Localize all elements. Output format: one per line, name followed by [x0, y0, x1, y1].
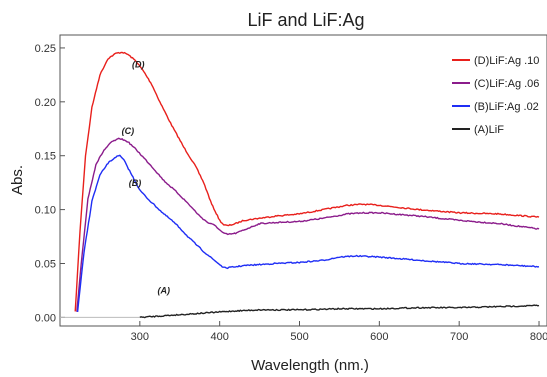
series-annotation: (A) — [158, 286, 171, 296]
y-tick-label: 0.05 — [35, 258, 56, 270]
x-tick-label: 400 — [210, 331, 228, 343]
series-line-1 — [76, 137, 540, 312]
x-tick-label: 600 — [370, 331, 388, 343]
x-tick-label: 800 — [530, 331, 547, 343]
y-tick-label: 0.20 — [35, 97, 56, 109]
legend-entry-label: (C)LiF:Ag .06 — [474, 78, 539, 90]
x-tick-label: 300 — [131, 331, 149, 343]
series-line-2 — [76, 154, 540, 312]
y-tick-label: 0.00 — [35, 312, 56, 324]
axis-ticks: 300 400 500 600 700 800 0.00 0.05 0.10 0.15 0.20 0.… — [35, 43, 547, 343]
y-axis-label: Abs. — [9, 165, 26, 195]
legend: (D)LiF:Ag .10 (C)LiF:Ag .06 (B)LiF:Ag .02 (… — [452, 55, 539, 136]
series-annotation: (C) — [122, 126, 135, 136]
plot-frame — [59, 34, 547, 327]
series-line-3 — [139, 304, 540, 319]
legend-entry-label: (A)LiF — [474, 124, 504, 136]
series-lines — [74, 51, 540, 319]
x-tick-label: 700 — [450, 331, 468, 343]
series-annotation: (D) — [132, 59, 145, 69]
x-axis-label: Wavelength (nm.) — [251, 357, 369, 374]
series-line-0 — [74, 51, 540, 312]
y-tick-label: 0.15 — [35, 151, 56, 163]
series-annotation: (B) — [129, 178, 142, 188]
chart-title: LiF and LiF:Ag — [247, 10, 364, 30]
series-annotations: (D) (C) (B) (A) — [122, 59, 170, 295]
y-tick-label: 0.25 — [35, 43, 56, 55]
x-tick-label: 500 — [290, 331, 308, 343]
y-tick-label: 0.10 — [35, 205, 56, 217]
legend-entry-label: (D)LiF:Ag .10 — [474, 55, 539, 67]
legend-entry-label: (B)LiF:Ag .02 — [474, 101, 539, 113]
